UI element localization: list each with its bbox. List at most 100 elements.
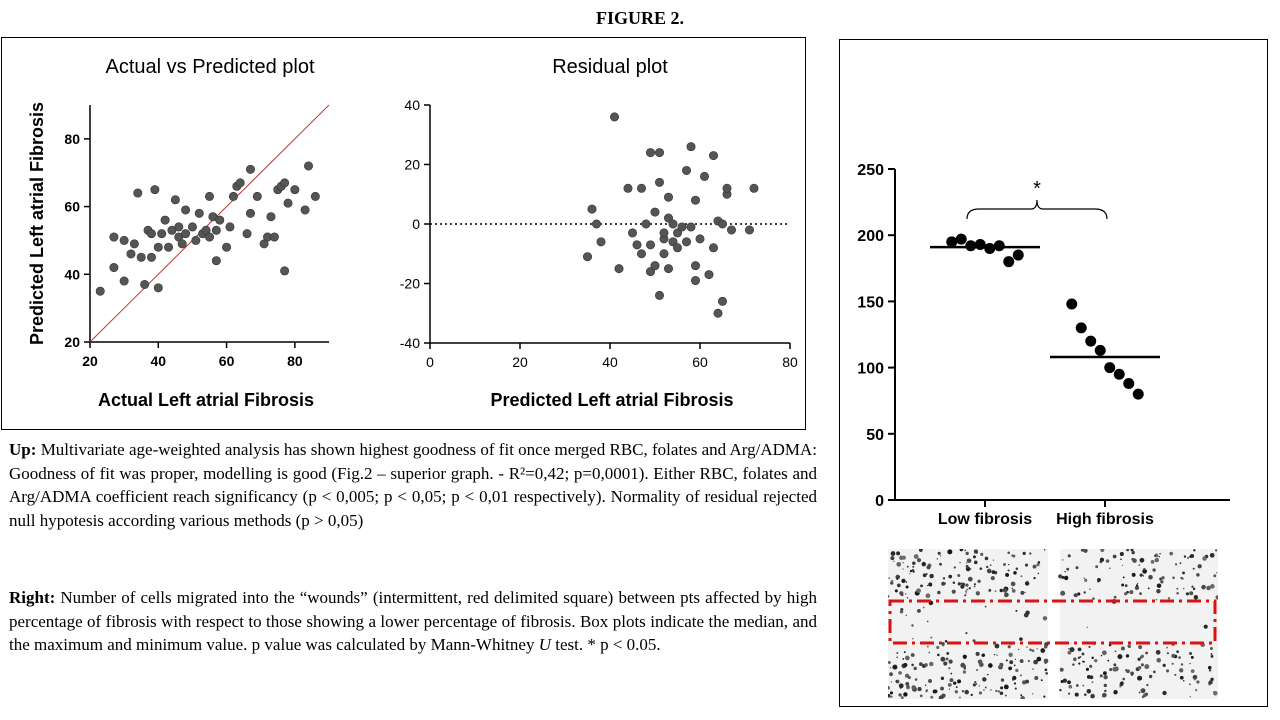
cell (984, 556, 989, 561)
x-tick-label: 20 (512, 354, 528, 370)
data-point (300, 205, 310, 215)
cell (1102, 671, 1107, 676)
data-point (690, 261, 700, 271)
cell (909, 569, 913, 573)
data-point (225, 222, 235, 232)
cell (1022, 551, 1026, 555)
cell (898, 693, 902, 697)
cell (1072, 663, 1075, 666)
data-point (713, 308, 723, 318)
data-point (181, 205, 191, 215)
cell (906, 597, 909, 599)
data-point (133, 188, 143, 198)
data-point (672, 228, 682, 238)
cell (1114, 650, 1117, 653)
cell (1007, 569, 1010, 572)
cell (895, 574, 900, 580)
cell (957, 582, 961, 586)
right-label: Right: (9, 588, 56, 607)
cell (1192, 674, 1198, 680)
cell (983, 689, 985, 691)
cell (1077, 656, 1081, 659)
cell (1099, 557, 1105, 562)
cell (1015, 609, 1018, 612)
cell (1002, 587, 1008, 593)
y-tick-label: 40 (404, 97, 420, 113)
cell (1095, 565, 1099, 569)
actual-vs-predicted-chart: Actual vs Predicted plot 20 40 60 80 20 40 60 80… (27, 56, 330, 410)
cell (1060, 590, 1066, 596)
data-point (235, 178, 245, 188)
cell (1185, 592, 1189, 596)
cell (999, 588, 1003, 593)
data-point (708, 151, 718, 161)
cell (1192, 567, 1195, 570)
cell (964, 689, 969, 695)
cell (1159, 577, 1163, 581)
cell (948, 666, 951, 670)
cell (916, 588, 921, 594)
y-tick-label: 20 (64, 334, 80, 350)
data-point (695, 234, 705, 244)
data-point (1012, 249, 1024, 261)
data-point (228, 191, 238, 201)
cell (1024, 581, 1030, 586)
data-point (650, 207, 660, 217)
data-point (984, 242, 996, 254)
cell (1043, 644, 1048, 649)
x-tick-label: 80 (287, 353, 303, 369)
cell (1132, 558, 1137, 563)
y-tick-label: 20 (404, 157, 420, 173)
cell (932, 689, 937, 694)
cell (1215, 595, 1218, 600)
cell (948, 574, 953, 579)
cell (965, 551, 969, 556)
cell (1130, 671, 1134, 676)
cell (896, 651, 899, 654)
cell (942, 577, 946, 580)
cell (1088, 645, 1091, 649)
cell (1180, 663, 1184, 666)
x-tick-label: 80 (782, 354, 798, 370)
cell (902, 658, 905, 660)
cell (980, 552, 984, 556)
cell (937, 590, 941, 595)
x-tick-label: 40 (602, 354, 618, 370)
data-point (157, 229, 167, 239)
cell (1003, 588, 1006, 590)
cell (896, 551, 901, 556)
cell (1000, 678, 1005, 682)
cell (1066, 567, 1070, 571)
cell (1084, 578, 1088, 582)
cell (976, 669, 978, 671)
significance-bracket (966, 199, 1108, 220)
cell (1120, 646, 1125, 651)
cell (1180, 576, 1183, 579)
cell (1108, 643, 1112, 647)
cell (1089, 675, 1094, 680)
data-point (215, 215, 225, 225)
cell (954, 690, 959, 694)
cell (1013, 682, 1017, 685)
cell (888, 595, 890, 598)
cell (986, 565, 989, 569)
cell (1089, 588, 1091, 590)
cell (1026, 646, 1028, 648)
data-point (146, 252, 156, 262)
cell (1113, 663, 1117, 667)
wound-frame (888, 599, 1217, 645)
cell (914, 678, 918, 681)
cell (922, 573, 927, 578)
cell (959, 696, 961, 699)
cell (1155, 598, 1158, 601)
cell (1152, 568, 1156, 572)
cell (1060, 679, 1064, 684)
cell (948, 688, 951, 690)
cell (1124, 584, 1128, 587)
cell (962, 654, 967, 659)
cell (975, 683, 978, 685)
data-point (699, 171, 709, 181)
data-point (252, 191, 262, 201)
cell (1156, 588, 1161, 594)
cell (964, 594, 967, 597)
